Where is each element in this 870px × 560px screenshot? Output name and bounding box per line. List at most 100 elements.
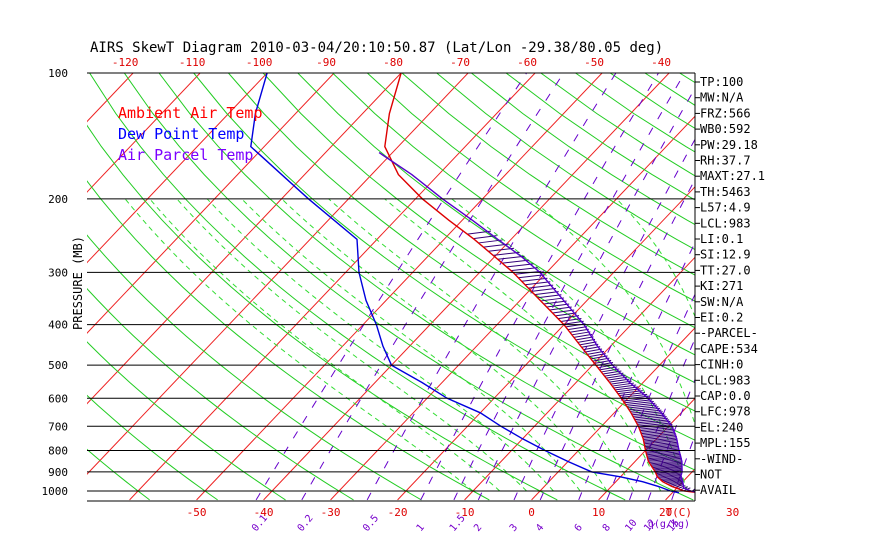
legend-entry: Air Parcel Temp [118,146,253,164]
cape-hatch-line [571,331,591,336]
cape-hatch-line [567,326,588,331]
cape-hatch-line [528,284,554,289]
dry-adiabat-line [193,73,695,441]
stability-index: TP:100 [700,75,743,89]
cape-hatch-line [654,466,683,471]
legend-entry: Dew Point Temp [118,125,244,143]
cape-hatch-line [647,456,682,461]
cape-hatch-line [579,341,597,346]
x-tick-label: -40 [254,506,274,519]
isotherm-line [800,73,870,500]
cape-hatch-line [646,451,681,456]
mixing-ratio-label: 10 [623,518,639,534]
moist-adiabat-line [281,198,608,492]
stability-index: MAXT:27.1 [700,169,765,183]
x-tick-label: 20 [659,506,672,519]
x-tick-label: 0 [528,506,535,519]
cape-hatch-line [624,399,653,404]
cape-hatch-line [643,437,678,442]
cape-hatch-line [642,434,677,439]
cape-hatch-line [506,263,534,268]
isotherm-line [87,73,268,264]
stability-index: SW:N/A [700,295,744,309]
isotherm-line [87,73,402,405]
cape-hatch-line [649,460,683,465]
mixing-ratio-line [748,73,870,500]
mixing-ratio-label: 4 [534,522,546,534]
stability-index: LFC:978 [700,405,751,419]
moist-adiabat-line [328,198,635,492]
top-x-tick-label: -120 [112,56,139,69]
dry-adiabat-line [158,73,695,471]
stability-index: SI:12.9 [700,248,751,262]
isotherm-line [867,73,870,500]
cape-hatch-line [617,390,643,395]
stability-index: WB0:592 [700,122,751,136]
cape-hatch-line [650,461,683,466]
cape-hatch-line [581,343,599,348]
cape-hatch-line [651,462,683,467]
dry-adiabat-line [228,73,695,412]
top-x-tick-label: -60 [517,56,537,69]
moist-adiabat-line [124,198,474,492]
cape-hatch-line [653,465,683,470]
x-tick-label: 10 [592,506,605,519]
cape-hatch-line [674,484,684,488]
cape-hatch-line [628,406,659,411]
top-x-tick-label: -90 [316,56,336,69]
x-tick-label: -50 [187,506,207,519]
stability-index: NOT [700,468,722,482]
top-x-tick-label: -80 [383,56,403,69]
cape-hatch-line [518,274,545,279]
cape-hatch-line [625,401,654,406]
cape-hatch-line [641,431,676,436]
cape-hatch-line [656,471,682,476]
isotherm-line [87,73,469,475]
cape-hatch-line [644,440,678,445]
cape-hatch-line [552,309,575,314]
mixing-ratio-line [420,73,659,501]
isobars [87,72,696,502]
isotherm-line [0,73,66,500]
cape-hatch-line [634,416,667,421]
cape-hatch-line [510,267,538,272]
dry-adiabat-line [87,394,218,501]
cape-hatch-line [502,259,530,264]
cape-hatch-line [669,481,684,486]
stability-index: LCL:983 [700,373,751,387]
cape-hatch-line [637,420,671,425]
cape-hatch-line [497,255,525,260]
moist-adiabat-line [149,198,501,492]
cape-hatch-line [577,338,596,343]
legend: Ambient Air Temp Dew Point Temp Air Parcel… [118,104,263,164]
cape-hatching [467,230,695,493]
cape-hatch-line [648,457,682,462]
cape-hatch-line [665,479,684,484]
cape-hatch-line [537,294,562,299]
mixing-ratio-label: 3 [508,522,520,534]
dry-adiabat-line [87,341,286,501]
isotherm-line [129,73,536,501]
dry-adiabat-line [87,180,490,501]
cape-hatch-line [647,455,682,460]
mixing-ratio-label: 1 [415,522,427,534]
dry-adiabat-line [505,73,695,201]
cape-hatch-line [640,428,675,433]
cape-hatch-line [644,444,679,449]
cape-hatch-line [644,443,679,448]
cape-hatch-line [558,315,580,320]
moist-adiabat-line [241,198,581,492]
cape-hatch-line [555,312,577,317]
stability-index: FRZ:566 [700,106,751,120]
stability-index: CINH:0 [700,358,743,372]
cape-hatch-line [633,414,666,419]
cape-hatch-line [630,407,660,412]
stability-index: EI:0.2 [700,311,743,325]
dry-adiabat-line [784,73,870,500]
cape-hatch-line [620,393,648,398]
cape-hatch-line [531,287,557,292]
moist-adiabat-line [530,198,695,426]
stability-index: -PARCEL- [700,326,758,340]
stability-index: MPL:155 [700,436,751,450]
mixing-ratio-label: 0.2 [296,513,316,534]
